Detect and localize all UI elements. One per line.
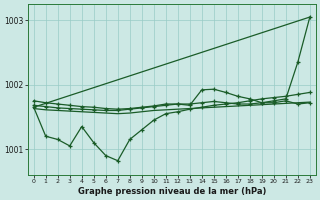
X-axis label: Graphe pression niveau de la mer (hPa): Graphe pression niveau de la mer (hPa)	[77, 187, 266, 196]
